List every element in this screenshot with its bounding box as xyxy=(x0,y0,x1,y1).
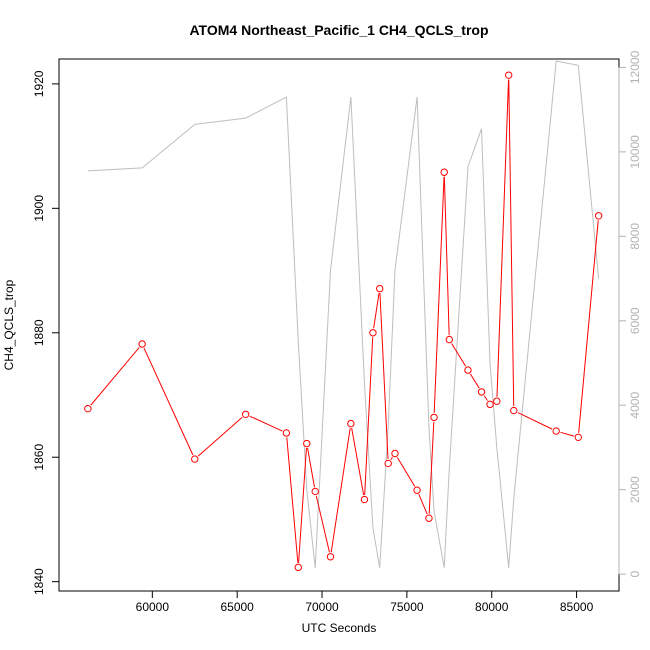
y-tick-label: 1840 xyxy=(32,568,46,595)
x-tick-label: 75000 xyxy=(390,600,424,614)
data-point xyxy=(552,427,560,435)
data-point xyxy=(241,410,250,418)
data-point xyxy=(493,397,501,405)
data-point xyxy=(477,388,486,396)
series-line-right-axis xyxy=(87,60,600,568)
series-line-segment xyxy=(90,347,140,406)
data-point xyxy=(282,429,291,437)
series-line-segment xyxy=(560,431,575,437)
y-axis-right: 0 2000 4000 6000 8000 10000 12000 xyxy=(618,50,642,577)
y2-tick-label: 12000 xyxy=(628,50,642,84)
series-line-segment xyxy=(379,293,389,459)
y-tick-label: 1860 xyxy=(32,444,46,471)
series-line-segment xyxy=(496,79,510,397)
y2-tick-label: 8000 xyxy=(628,223,642,250)
series-line-segment xyxy=(469,373,480,389)
x-axis-label: UTC Seconds xyxy=(302,621,377,635)
data-point xyxy=(376,284,384,293)
data-point xyxy=(369,329,377,337)
data-point xyxy=(574,433,582,442)
series-line-segment xyxy=(390,456,393,461)
data-point xyxy=(440,168,448,176)
x-tick-label: 85000 xyxy=(560,600,594,614)
y2-tick-label: 2000 xyxy=(628,476,642,503)
x-tick-label: 80000 xyxy=(475,600,509,614)
data-point xyxy=(504,71,513,79)
data-point xyxy=(138,340,146,348)
series-line-segment xyxy=(396,457,416,487)
y-tick-label: 1880 xyxy=(32,319,46,346)
data-point xyxy=(303,439,311,448)
data-point xyxy=(294,563,302,572)
series-line-segment xyxy=(428,421,435,514)
y-axis-label: CH4_QCLS_trop xyxy=(2,279,16,370)
series-layer xyxy=(84,60,603,572)
series-line-segment xyxy=(373,292,380,329)
series-line-segment xyxy=(298,447,307,563)
series-line-segment xyxy=(307,447,315,488)
series-line-segment xyxy=(249,415,283,432)
series-line-segment xyxy=(286,437,299,563)
series-line-segment xyxy=(517,412,553,430)
series-line-segment xyxy=(351,427,365,496)
series-line-segment xyxy=(483,395,488,401)
data-point xyxy=(391,449,399,458)
series-line-segment xyxy=(315,495,330,553)
series-line-segment xyxy=(451,343,467,367)
y2-tick-label: 10000 xyxy=(628,135,642,169)
chart-title: ATOM4 Northeast_Pacific_1 CH4_QCLS_trop xyxy=(189,22,488,38)
data-point xyxy=(311,487,319,496)
series-line-segment xyxy=(330,427,351,553)
y2-tick-label: 4000 xyxy=(628,392,642,419)
y2-tick-label: 6000 xyxy=(628,307,642,334)
data-point xyxy=(430,413,438,422)
x-tick-label: 65000 xyxy=(220,600,254,614)
y-tick-label: 1920 xyxy=(32,70,46,97)
series-line-segment xyxy=(364,337,374,496)
series-line-segment xyxy=(433,176,445,413)
series-line-segment xyxy=(418,494,428,515)
data-point xyxy=(84,404,92,413)
x-axis: 60000 65000 70000 75000 80000 85000 xyxy=(136,590,594,614)
plot-area-border xyxy=(58,58,620,592)
y2-tick-label: 0 xyxy=(628,570,642,577)
series-line-segment xyxy=(143,347,194,456)
data-point xyxy=(464,366,472,374)
data-point xyxy=(445,335,454,344)
x-tick-label: 70000 xyxy=(305,600,339,614)
data-point xyxy=(425,514,433,522)
y-tick-label: 1900 xyxy=(32,195,46,222)
data-point xyxy=(413,486,421,494)
data-point xyxy=(486,400,494,409)
data-point xyxy=(384,459,392,468)
data-point xyxy=(191,455,199,463)
data-point xyxy=(360,495,369,504)
data-point xyxy=(510,406,518,415)
series-line-segment xyxy=(508,79,515,407)
x-tick-label: 60000 xyxy=(136,600,170,614)
y-axis-left: 1840 1860 1880 1900 1920 xyxy=(32,70,60,595)
data-point xyxy=(326,553,335,561)
series-line-segment xyxy=(197,416,243,457)
data-point xyxy=(347,419,355,428)
series-line-segment xyxy=(443,176,450,336)
data-point xyxy=(594,212,603,220)
series-line-segment xyxy=(578,220,599,433)
